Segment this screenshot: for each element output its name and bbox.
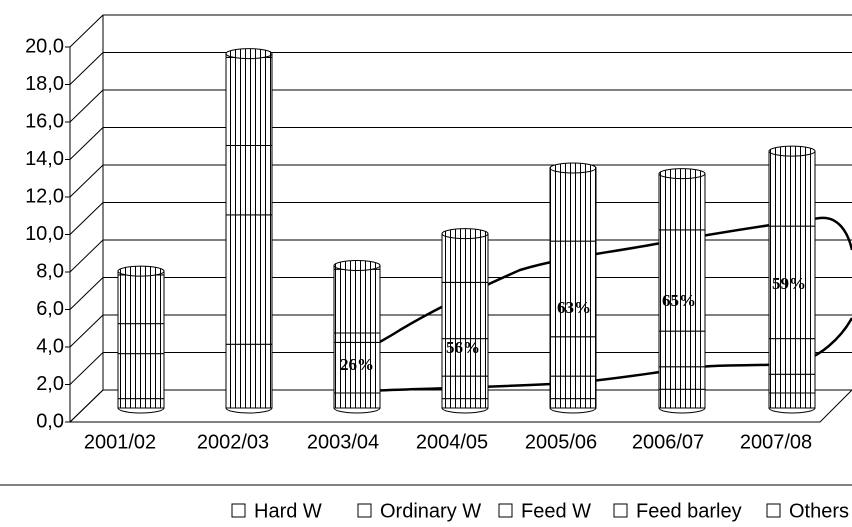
annotation: 59% bbox=[772, 274, 806, 293]
grid-line-side bbox=[69, 127, 104, 160]
bar-segment bbox=[333, 268, 381, 334]
column-top bbox=[333, 260, 381, 271]
bar-segment bbox=[441, 375, 489, 400]
column-top bbox=[658, 168, 706, 180]
legend-label: Ordinary W bbox=[380, 500, 481, 522]
y-tick-label: 12,0 bbox=[25, 185, 64, 207]
grid-line-side bbox=[69, 14, 104, 48]
x-tick-label: 2004/05 bbox=[416, 431, 488, 453]
grid-line-side bbox=[69, 202, 104, 235]
y-tick-label: 4,0 bbox=[36, 335, 64, 357]
y-tick-label: 8,0 bbox=[36, 260, 64, 282]
grid-line-side bbox=[69, 277, 104, 310]
bar-segment bbox=[658, 173, 706, 231]
bar-segment bbox=[658, 330, 706, 368]
bar-segment bbox=[441, 233, 489, 283]
bar-segment bbox=[768, 392, 816, 409]
bar-segment bbox=[549, 336, 597, 377]
bar-segment bbox=[225, 343, 273, 409]
legend-label: Hard W bbox=[254, 500, 322, 522]
bar-segment bbox=[549, 240, 597, 338]
bar-segment bbox=[658, 366, 706, 390]
bar-segment bbox=[768, 373, 816, 394]
x-tick-label: 2003/04 bbox=[307, 431, 379, 453]
legend-label: Feed W bbox=[521, 500, 591, 522]
x-tick-label: 2002/03 bbox=[197, 431, 269, 453]
annotation: 56% bbox=[446, 338, 480, 357]
legend-swatch bbox=[231, 503, 246, 518]
y-tick-label: 0,0 bbox=[36, 410, 64, 432]
bar-segment bbox=[225, 56, 273, 146]
legend-swatch bbox=[498, 503, 513, 518]
legend-swatch bbox=[766, 503, 781, 518]
column-top bbox=[549, 162, 597, 174]
bar-segment bbox=[117, 323, 165, 355]
grid-line-side bbox=[69, 352, 104, 385]
bar-segment bbox=[225, 214, 273, 345]
y-tick-label: 18,0 bbox=[25, 73, 64, 95]
bar-segment bbox=[441, 398, 489, 409]
x-tick-label: 2006/07 bbox=[632, 431, 704, 453]
bar-segment bbox=[225, 145, 273, 216]
column-top bbox=[768, 145, 816, 157]
annotation: 26% bbox=[340, 355, 374, 374]
bar-segment bbox=[441, 281, 489, 340]
bar-segment bbox=[117, 398, 165, 409]
grid-line-side bbox=[69, 239, 104, 273]
x-tick-label: 2007/08 bbox=[740, 431, 812, 453]
y-tick-label: 10,0 bbox=[25, 223, 64, 245]
legend-label: Others bbox=[789, 500, 849, 522]
column-top bbox=[441, 228, 489, 240]
legend-swatch bbox=[613, 503, 628, 518]
y-tick-label: 14,0 bbox=[25, 148, 64, 170]
bar-segment bbox=[549, 167, 597, 242]
bar-segment bbox=[333, 332, 381, 343]
x-tick-label: 2005/06 bbox=[525, 431, 597, 453]
column-top bbox=[225, 48, 273, 60]
legend-swatch bbox=[357, 503, 372, 518]
y-tick-label: 16,0 bbox=[25, 110, 64, 132]
grid-line-side bbox=[69, 314, 104, 348]
bar-segment bbox=[768, 338, 816, 375]
grid-line-side bbox=[69, 164, 104, 198]
bar-segment bbox=[658, 229, 706, 332]
y-tick-label: 2,0 bbox=[36, 373, 64, 395]
bar-segment bbox=[117, 353, 165, 400]
legend-label: Feed barley bbox=[636, 500, 742, 522]
annotation: 63% bbox=[557, 298, 591, 317]
grid-line-side bbox=[69, 89, 104, 123]
bar-segment bbox=[768, 225, 816, 340]
bar-segment bbox=[549, 398, 597, 409]
grid-line-side bbox=[69, 52, 104, 85]
bar-segment bbox=[117, 274, 165, 325]
bar-segment bbox=[658, 388, 706, 409]
bar-segment bbox=[333, 392, 381, 409]
bar-segment bbox=[768, 150, 816, 227]
annotation: 65% bbox=[662, 291, 696, 310]
grid-line-side bbox=[69, 389, 104, 423]
y-tick-label: 6,0 bbox=[36, 298, 64, 320]
x-tick-label: 2001/02 bbox=[84, 431, 156, 453]
column-top bbox=[117, 265, 165, 277]
bar-segment bbox=[333, 341, 381, 394]
bar-segment bbox=[549, 375, 597, 400]
y-tick-label: 20,0 bbox=[25, 35, 64, 57]
